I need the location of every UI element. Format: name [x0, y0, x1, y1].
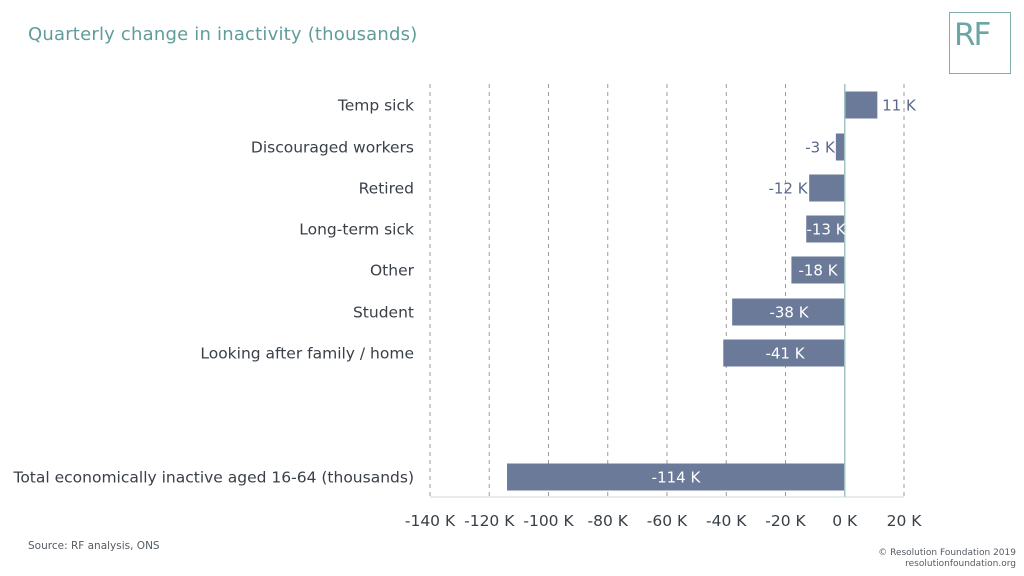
grid-lines	[429, 84, 905, 497]
bars	[507, 91, 878, 491]
x-tick-label: -100 K	[523, 512, 574, 530]
category-label: Student	[353, 304, 414, 322]
x-tick-label: 0 K	[832, 512, 858, 530]
source-note: Source: RF analysis, ONS	[28, 540, 160, 552]
x-tick-label: -120 K	[464, 512, 515, 530]
copyright-note: © Resolution Foundation 2019 resolutionf…	[878, 548, 1016, 570]
data-label: -12 K	[768, 180, 808, 198]
data-labels: 11 K -3 K -12 K -13 K -18 K -38 K -41 K -114 K	[652, 97, 917, 487]
category-label: Discouraged workers	[251, 139, 414, 157]
x-tick-label: -60 K	[647, 512, 688, 530]
bar-2	[809, 174, 845, 202]
chart-title: Quarterly change in inactivity (thousand…	[28, 24, 418, 45]
data-label: -18 K	[798, 262, 838, 280]
bar-1	[835, 133, 845, 161]
data-label: -3 K	[805, 139, 836, 157]
x-tick-label: 20 K	[887, 512, 923, 530]
x-tick-label: -80 K	[588, 512, 629, 530]
bar-0	[844, 91, 878, 119]
category-label: Looking after family / home	[200, 345, 414, 363]
zero-axis	[430, 84, 904, 498]
category-label: Temp sick	[337, 97, 414, 115]
data-label: -114 K	[652, 469, 702, 487]
category-label: Long-term sick	[299, 221, 414, 239]
data-label: -38 K	[769, 304, 809, 322]
category-label: Total economically inactive aged 16-64 (…	[12, 469, 414, 487]
bar-6	[723, 339, 845, 367]
x-tick-labels: -140 K -120 K -100 K -80 K -60 K -40 K -20 K 0 …	[405, 512, 922, 530]
bar-3	[806, 215, 845, 243]
category-label: Retired	[359, 180, 414, 198]
category-labels: Temp sick Discouraged workers Retired Long-…	[12, 97, 414, 487]
copyright-text: © Resolution Foundation 2019	[878, 548, 1016, 558]
data-label: 11 K	[882, 97, 917, 115]
rf-logo-text: RF	[954, 17, 991, 53]
website-text: resolutionfoundation.org	[905, 559, 1016, 569]
category-label: Other	[370, 262, 415, 280]
x-tick-label: -40 K	[706, 512, 747, 530]
bar-7	[507, 463, 845, 491]
x-tick-label: -140 K	[405, 512, 456, 530]
data-label: -41 K	[765, 345, 805, 363]
rf-logo: RF	[949, 12, 1011, 74]
data-label: -13 K	[806, 221, 846, 239]
bar-4	[791, 256, 845, 284]
bar-5	[732, 298, 845, 326]
x-tick-label: -20 K	[765, 512, 806, 530]
